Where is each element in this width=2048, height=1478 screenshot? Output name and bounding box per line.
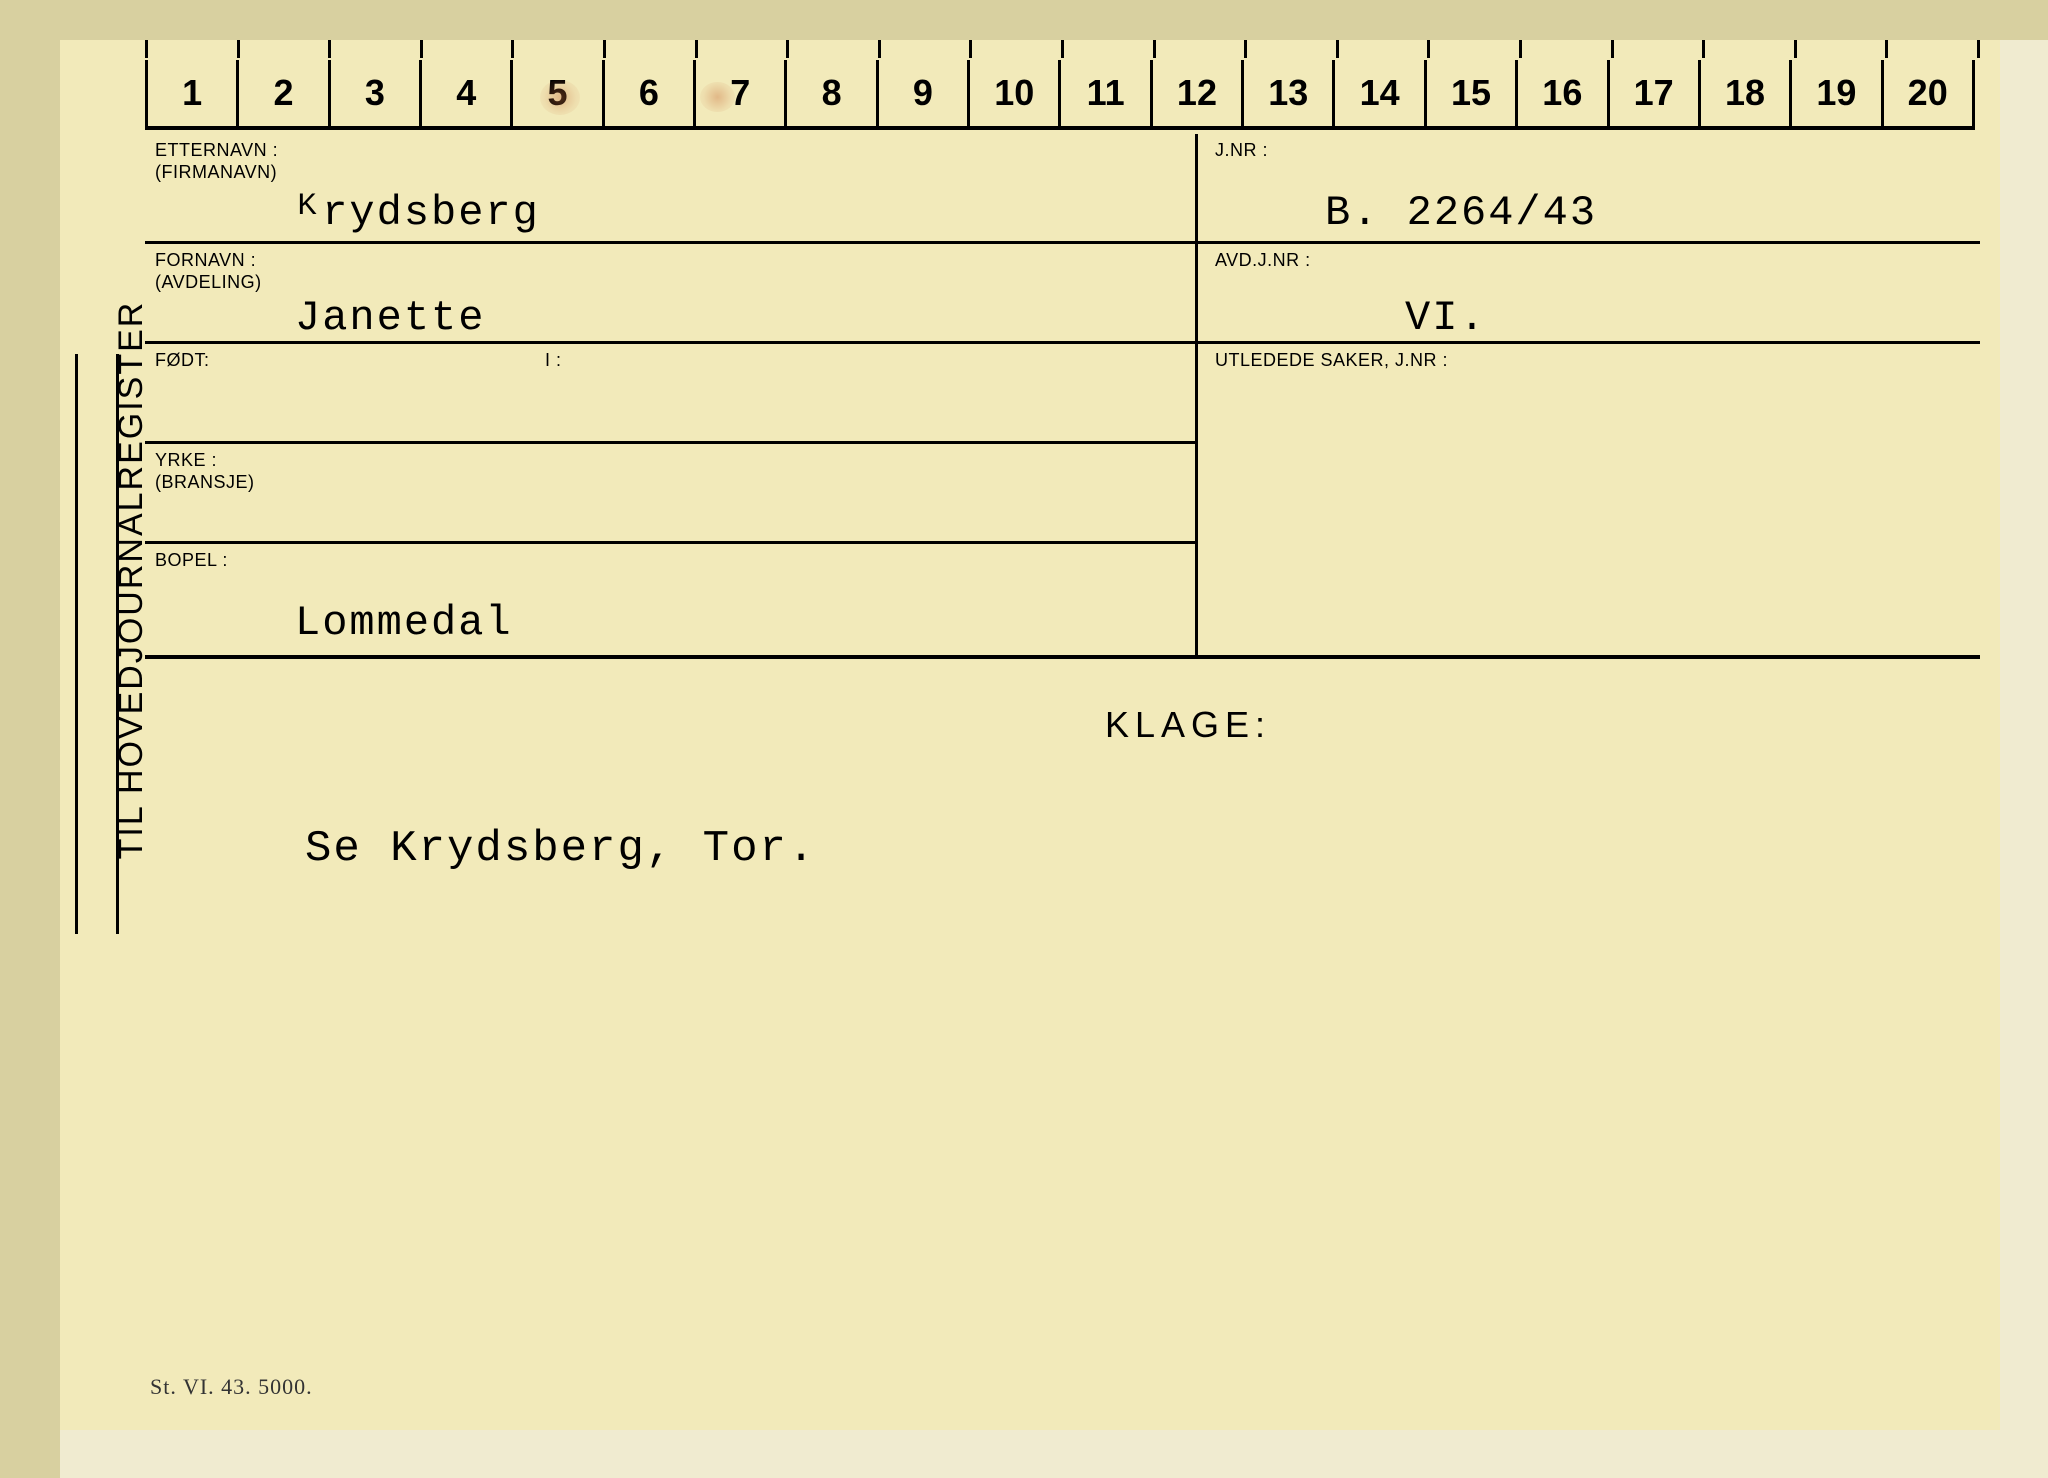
tick [514,40,606,58]
ruler-num: 17 [1634,72,1674,114]
klage-body: Se Krydsberg, Tor. [305,824,816,874]
ruler-num: 14 [1360,72,1400,114]
row-fornavn: FORNAVN : (AVDELING) Janette AVD.J.NR : … [145,244,1980,344]
label-text: (FIRMANAVN) [155,162,277,182]
label-text: FORNAVN : [155,250,256,270]
tick [1888,40,1980,58]
ruler-num: 9 [913,72,933,114]
label-text: UTLEDEDE SAKER, J.NR : [1215,350,1448,370]
print-code: St. VI. 43. 5000. [150,1374,313,1400]
row-etternavn: ETTERNAVN : (FIRMANAVN) ᴷrydsberg J.NR :… [145,134,1980,244]
label-text: (BRANSJE) [155,472,255,492]
ruler-num: 18 [1725,72,1765,114]
tick [698,40,790,58]
ruler-cell: 14 [1335,60,1426,126]
ruler-num: 4 [456,72,476,114]
tick [1339,40,1431,58]
ruler-cell: 8 [787,60,878,126]
ruler-num: 16 [1542,72,1582,114]
value-etternavn: ᴷrydsberg [145,189,540,237]
tick [331,40,423,58]
ruler-num: 2 [274,72,294,114]
tick [1522,40,1614,58]
ruler-num: 6 [639,72,659,114]
tick [972,40,1064,58]
label-text: YRKE : [155,450,217,470]
value-avdjnr: VI. [1205,294,1487,342]
ruler-num: 10 [994,72,1034,114]
label-avdjnr: AVD.J.NR : [1205,244,1311,272]
tick [606,40,698,58]
tick [881,40,973,58]
klage-heading: KLAGE: [1105,704,1271,746]
label-bopel: BOPEL : [145,544,1980,572]
tick [1614,40,1706,58]
row-bopel: BOPEL : Lommedal [145,544,1980,659]
page-shadow-left [0,0,60,1478]
ruler-cell: 3 [331,60,422,126]
value-fornavn: Janette [145,294,485,342]
ruler-cell: 13 [1244,60,1335,126]
ruler-cell: 1 [145,60,239,126]
label-fodt-i: I : [535,344,562,372]
ruler-cell: 15 [1427,60,1518,126]
label-fornavn: FORNAVN : (AVDELING) [145,244,1980,293]
ruler-cell: 9 [879,60,970,126]
label-yrke: YRKE : (BRANSJE) [145,444,1195,493]
label-jnr: J.NR : [1205,134,1268,162]
tick [1705,40,1797,58]
ruler-cell: 12 [1153,60,1244,126]
label-utledede: UTLEDEDE SAKER, J.NR : [1205,344,1448,372]
ruler-num: 20 [1908,72,1948,114]
form-grid: ETTERNAVN : (FIRMANAVN) ᴷrydsberg J.NR :… [145,134,1980,1370]
label-text: J.NR : [1215,140,1268,160]
ruler-row: 1 2 3 4 5 6 7 8 9 10 11 12 13 14 15 16 1… [145,60,1975,130]
ruler-num: 1 [182,72,202,114]
vertical-rule-left [75,354,78,934]
index-card: TIL HOVEDJOURNALREGISTER 1 2 3 4 5 6 7 8… [60,40,2000,1430]
label-text: (AVDELING) [155,272,262,292]
ruler-num: 11 [1087,72,1125,114]
ruler-num: 15 [1451,72,1491,114]
tick [145,40,240,58]
ruler-num: 19 [1816,72,1856,114]
tick [1156,40,1248,58]
label-fodt: FØDT: [145,344,210,372]
label-etternavn: ETTERNAVN : (FIRMANAVN) [145,134,1980,183]
ruler-cell: 2 [239,60,330,126]
ruler-cell: 16 [1518,60,1609,126]
label-text: I : [545,350,562,370]
label-text: AVD.J.NR : [1215,250,1311,270]
stain-2 [700,82,735,112]
ruler-cell: 10 [970,60,1061,126]
ruler-num: 13 [1268,72,1308,114]
ruler-cell: 17 [1610,60,1701,126]
row-yrke: YRKE : (BRANSJE) [145,444,1980,544]
label-text: BOPEL : [155,550,228,570]
ruler-cell: 11 [1061,60,1152,126]
label-text: ETTERNAVN : [155,140,278,160]
label-text: FØDT: [155,350,210,370]
tick [1247,40,1339,58]
row-fodt: FØDT: I : UTLEDEDE SAKER, J.NR : [145,344,1980,444]
tick [1430,40,1522,58]
stain-1 [540,80,580,115]
ruler-cell: 20 [1884,60,1975,126]
ruler-num: 8 [822,72,842,114]
tick [240,40,332,58]
ruler-cell: 4 [422,60,513,126]
ruler-cell: 18 [1701,60,1792,126]
ruler-ticks [145,40,1980,58]
ruler-cell: 19 [1792,60,1883,126]
ruler-num: 12 [1177,72,1217,114]
tick [789,40,881,58]
tick [1064,40,1156,58]
value-bopel: Lommedal [145,599,513,647]
value-jnr: B. 2264/43 [1205,189,1597,237]
tick [1797,40,1889,58]
ruler-num: 3 [365,72,385,114]
tick [423,40,515,58]
page-shadow-top [0,0,2048,40]
ruler-cell: 6 [605,60,696,126]
